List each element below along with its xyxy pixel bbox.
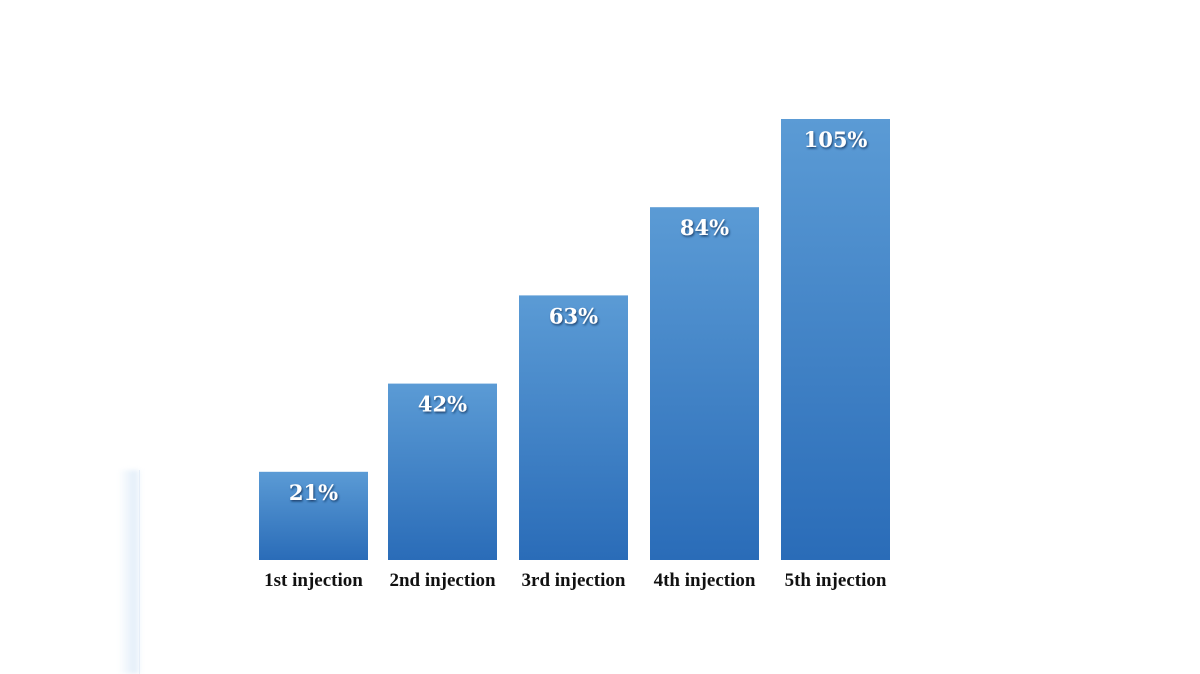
bar-value-label-5: 105%	[804, 127, 868, 152]
bar-1	[259, 471, 368, 560]
category-label-5: 5th injection	[785, 570, 887, 591]
bar-value-label-1: 21%	[289, 480, 338, 505]
value-labels-group: 21% 42% 63% 84% 105%	[289, 127, 868, 505]
category-label-1: 1st injection	[264, 570, 363, 591]
decorative-edge-line	[139, 470, 140, 674]
bar-2	[388, 383, 497, 560]
bar-4	[650, 207, 759, 560]
category-labels-group: 1st injection 2nd injection 3rd injection 4…	[264, 570, 887, 591]
bar-value-label-2: 42%	[418, 392, 467, 417]
bar-value-label-3: 63%	[549, 303, 598, 328]
bar-value-label-4: 84%	[680, 215, 729, 240]
category-label-3: 3rd injection	[522, 570, 626, 591]
category-label-4: 4th injection	[654, 570, 756, 591]
bars-group	[259, 119, 890, 560]
category-label-2: 2nd injection	[389, 570, 496, 591]
decorative-edge-glow	[118, 470, 142, 674]
bar-5	[781, 119, 890, 560]
bar-3	[519, 295, 628, 560]
